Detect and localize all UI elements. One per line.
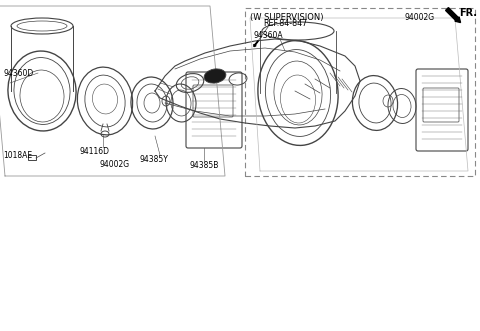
FancyArrow shape — [254, 41, 258, 47]
Text: 94116D: 94116D — [80, 147, 110, 156]
Text: (W SUPERVISION): (W SUPERVISION) — [250, 13, 324, 22]
Text: 94002G: 94002G — [405, 13, 435, 22]
Ellipse shape — [204, 69, 226, 83]
Bar — [28, 155, 36, 160]
FancyArrow shape — [445, 8, 460, 23]
Text: 94360A: 94360A — [254, 30, 284, 39]
Bar — [245, 8, 475, 176]
Text: FR.: FR. — [459, 8, 477, 18]
Text: 94385Y: 94385Y — [140, 155, 169, 164]
Text: 1018AE: 1018AE — [3, 152, 32, 161]
Text: REF.84-847: REF.84-847 — [263, 20, 307, 28]
Text: 94360D: 94360D — [3, 69, 33, 77]
Text: 94002G: 94002G — [100, 160, 130, 169]
Text: 94385B: 94385B — [190, 162, 219, 170]
